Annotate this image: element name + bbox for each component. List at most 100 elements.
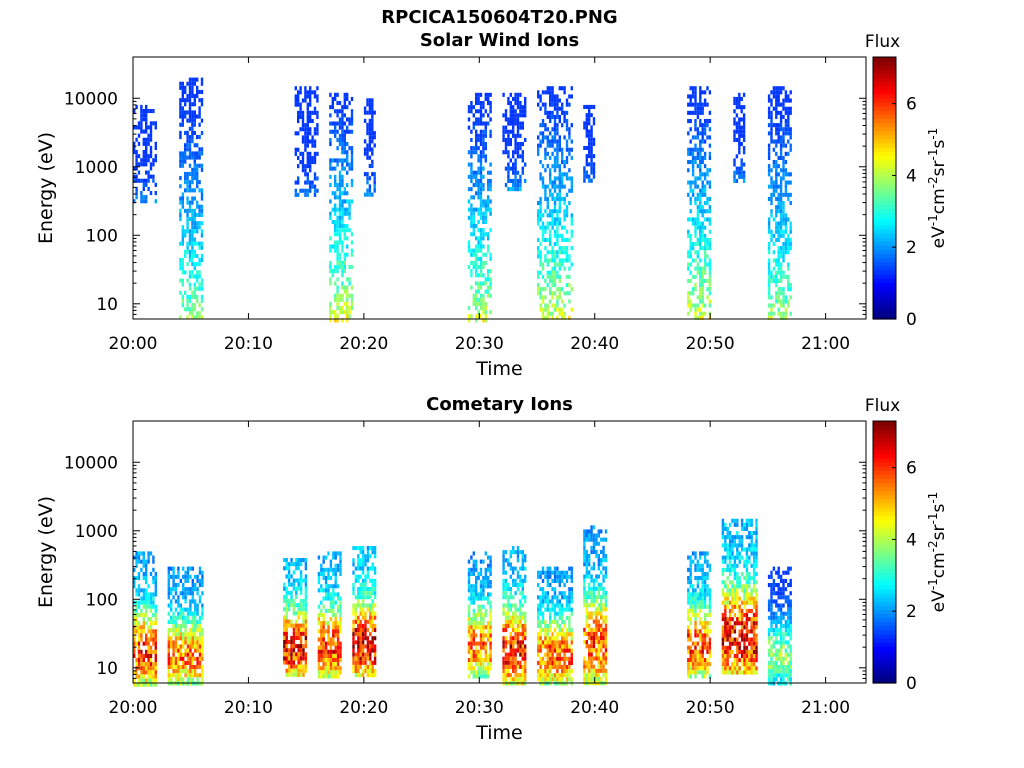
- flux-cell: [544, 287, 547, 292]
- flux-cell: [563, 250, 566, 255]
- flux-cell: [182, 656, 185, 661]
- flux-cell: [339, 617, 342, 622]
- flux-cell: [290, 582, 293, 587]
- flux-cell: [772, 184, 776, 189]
- flux-cell: [487, 555, 490, 560]
- flux-cell: [777, 164, 780, 169]
- flux-cell: [154, 674, 157, 679]
- flux-cell: [556, 192, 559, 197]
- flux-cell: [198, 208, 201, 213]
- flux-cell: [484, 658, 487, 663]
- flux-cell: [775, 283, 778, 288]
- flux-cell: [145, 670, 148, 675]
- flux-cell: [137, 641, 141, 646]
- flux-cell: [336, 608, 340, 613]
- flux-cell: [502, 150, 505, 155]
- flux-cell: [135, 612, 138, 617]
- flux-cell: [336, 563, 340, 568]
- flux-cell: [563, 574, 566, 579]
- flux-cell: [592, 533, 596, 538]
- flux-cell: [154, 580, 157, 585]
- flux-cell: [687, 266, 690, 271]
- flux-cell: [188, 299, 192, 304]
- flux-cell: [336, 584, 340, 589]
- flux-cell: [699, 196, 702, 201]
- flux-cell: [191, 673, 194, 678]
- flux-cell: [772, 303, 776, 308]
- flux-cell: [147, 559, 150, 564]
- flux-cell: [357, 546, 360, 551]
- flux-cell: [691, 135, 695, 140]
- flux-cell: [703, 102, 707, 107]
- flux-cell: [188, 311, 192, 316]
- flux-cell: [341, 199, 344, 204]
- flux-cell: [691, 180, 695, 185]
- flux-cell: [487, 170, 490, 175]
- flux-cell: [519, 183, 522, 188]
- flux-cell: [539, 669, 542, 674]
- flux-cell: [350, 240, 354, 245]
- flux-cell: [479, 232, 483, 237]
- flux-cell: [706, 262, 709, 267]
- flux-cell: [565, 127, 569, 132]
- flux-cell: [283, 631, 286, 636]
- flux-cell: [699, 106, 702, 111]
- colorbar-step: [873, 151, 896, 156]
- flux-cell: [292, 599, 296, 604]
- flux-cell: [551, 180, 554, 185]
- flux-cell: [588, 162, 591, 167]
- flux-cell: [373, 648, 377, 653]
- flux-cell: [371, 139, 374, 144]
- flux-cell: [373, 636, 377, 641]
- flux-cell: [502, 562, 505, 567]
- flux-cell: [196, 270, 199, 275]
- flux-cell: [285, 611, 288, 616]
- flux-cell: [477, 228, 480, 233]
- flux-cell: [706, 119, 709, 124]
- flux-cell: [740, 105, 743, 110]
- flux-cell: [186, 669, 190, 674]
- flux-cell: [588, 668, 591, 673]
- flux-cell: [561, 578, 564, 583]
- flux-cell: [558, 632, 561, 637]
- flux-cell: [179, 184, 182, 189]
- flux-cell: [694, 135, 697, 140]
- flux-cell: [570, 607, 573, 612]
- flux-cell: [477, 621, 480, 626]
- flux-cell: [509, 562, 512, 567]
- flux-cell: [357, 664, 360, 669]
- flux-cell: [181, 204, 184, 209]
- flux-cell: [302, 664, 305, 669]
- flux-cell: [369, 554, 372, 559]
- flux-cell: [191, 94, 194, 99]
- flux-cell: [537, 640, 540, 645]
- flux-cell: [539, 213, 542, 218]
- flux-cell: [290, 558, 293, 563]
- flux-cell: [777, 299, 780, 304]
- flux-cell: [502, 607, 505, 612]
- flux-cell: [357, 648, 360, 653]
- flux-cell: [556, 673, 559, 678]
- flux-cell: [336, 621, 340, 626]
- flux-cell: [487, 101, 490, 106]
- flux-cell: [482, 265, 485, 270]
- flux-cell: [470, 219, 473, 224]
- flux-cell: [556, 652, 559, 657]
- flux-cell: [304, 611, 308, 616]
- flux-cell: [283, 566, 286, 571]
- flux-cell: [777, 94, 780, 99]
- flux-cell: [537, 632, 540, 637]
- flux-cell: [193, 110, 196, 115]
- flux-cell: [789, 131, 792, 136]
- colorbar-step: [873, 134, 896, 140]
- flux-cell: [689, 119, 692, 124]
- flux-cell: [137, 629, 141, 634]
- flux-cell: [556, 274, 559, 279]
- flux-cell: [696, 102, 700, 107]
- flux-cell: [694, 217, 697, 222]
- flux-cell: [477, 109, 480, 114]
- flux-cell: [524, 656, 527, 661]
- flux-cell: [193, 241, 196, 246]
- flux-cell: [152, 580, 155, 585]
- flux-cell: [592, 611, 596, 616]
